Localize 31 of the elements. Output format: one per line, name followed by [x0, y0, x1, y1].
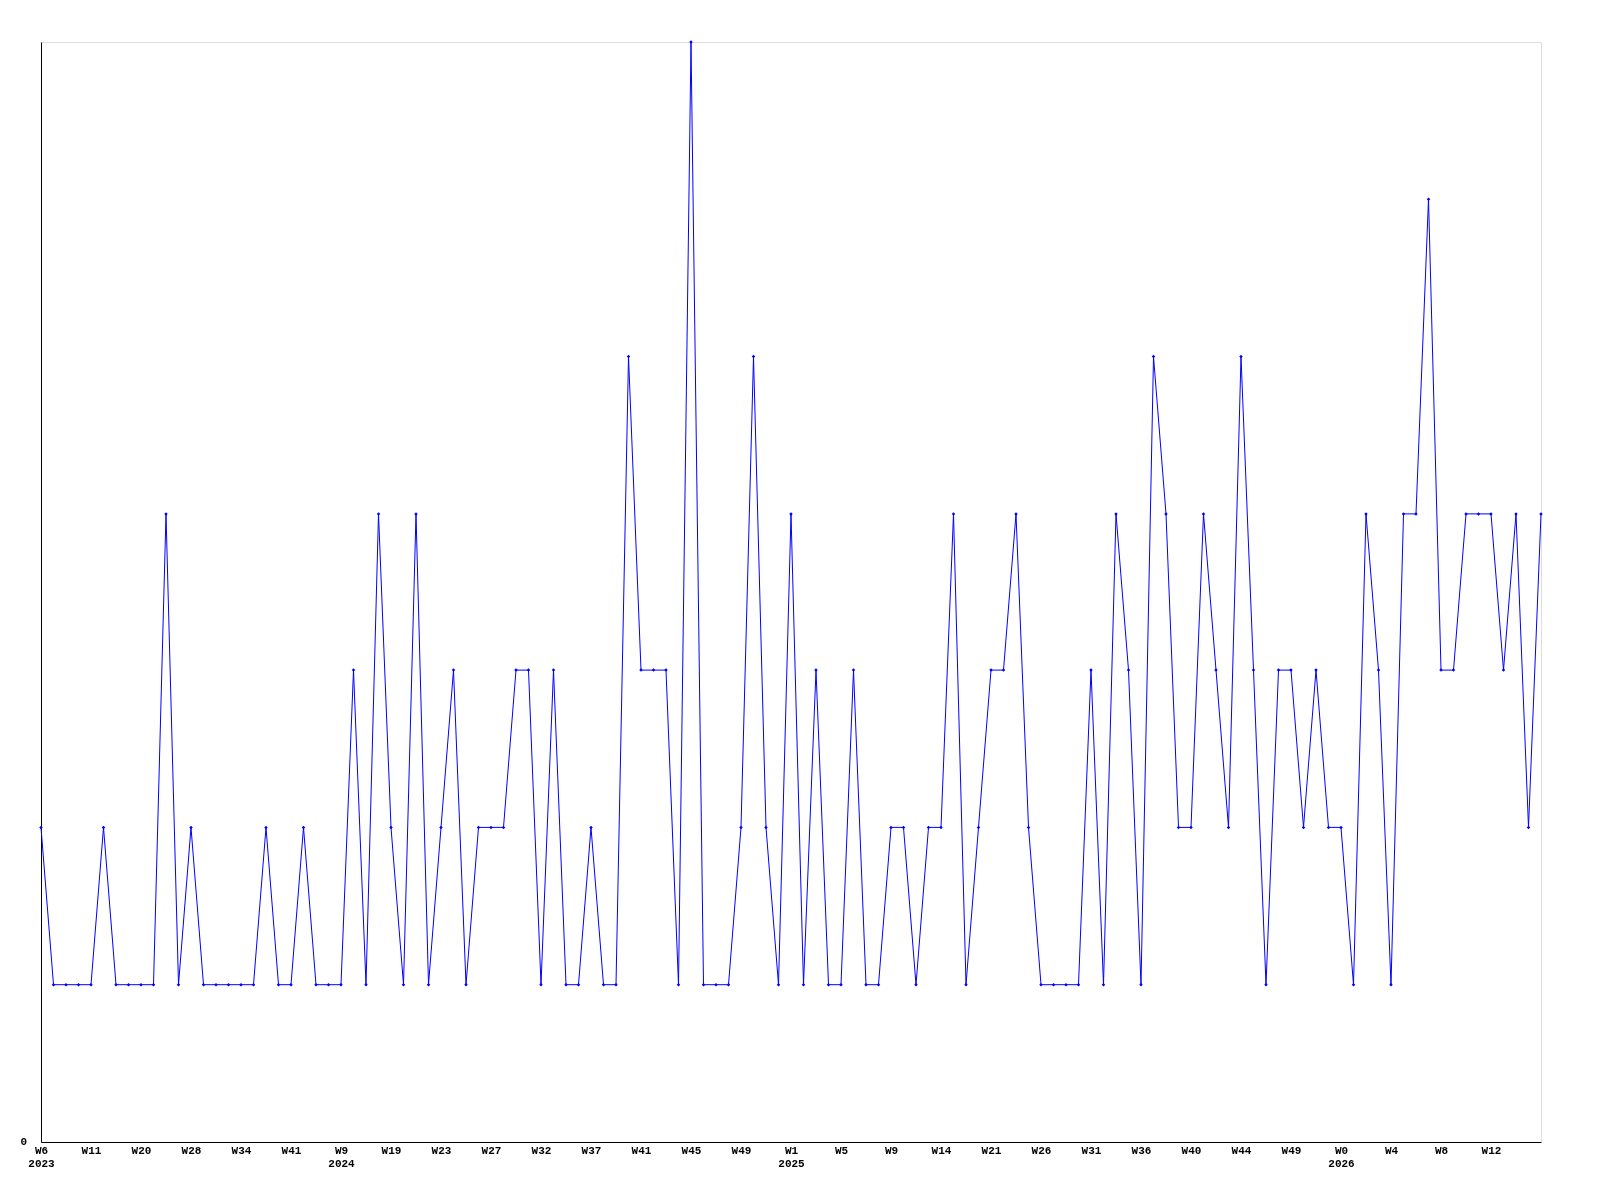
x-tick-label: W21 [981, 1144, 1002, 1157]
x-tick-label: W26 [1031, 1144, 1052, 1157]
x-tick-label: W40 [1181, 1144, 1202, 1157]
x-tick-label: W41 [631, 1144, 652, 1157]
x-tick-label: W49 [731, 1144, 752, 1157]
x-tick-label: W11 [81, 1144, 102, 1157]
x-tick-label: W31 [1081, 1144, 1102, 1157]
x-tick-label: W41 [281, 1144, 302, 1157]
x-tick-label: W49 [1281, 1144, 1302, 1157]
x-tick-label: W44 [1231, 1144, 1252, 1157]
x-tick-label: W8 [1434, 1144, 1449, 1157]
x-tick-label: W19 [381, 1144, 402, 1157]
x-tick-label: W12 [1481, 1144, 1502, 1157]
x-tick-label: W20 [131, 1144, 152, 1157]
x-tick-label: W4 [1384, 1144, 1399, 1157]
x-tick-label: W9 2024 [328, 1144, 356, 1170]
x-tick-label: W32 [531, 1144, 552, 1157]
x-tick-label: W9 [884, 1144, 899, 1157]
x-tick-label: W27 [481, 1144, 502, 1157]
x-tick-label: W28 [181, 1144, 202, 1157]
x-tick-label: W1 2025 [778, 1144, 806, 1170]
text: 0 [20, 1136, 27, 1148]
x-tick-label: W6 2023 [28, 1144, 56, 1170]
x-tick-label: W45 [681, 1144, 702, 1157]
x-tick-label: W34 [231, 1144, 252, 1157]
x-tick-label: W0 2026 [1328, 1144, 1355, 1170]
x-tick-label: W23 [431, 1144, 452, 1157]
x-tick-label: W14 [931, 1144, 952, 1157]
x-tick-label: W37 [581, 1144, 602, 1157]
x-tick-label: W5 [834, 1144, 849, 1157]
x-tick-label: W36 [1131, 1144, 1152, 1157]
